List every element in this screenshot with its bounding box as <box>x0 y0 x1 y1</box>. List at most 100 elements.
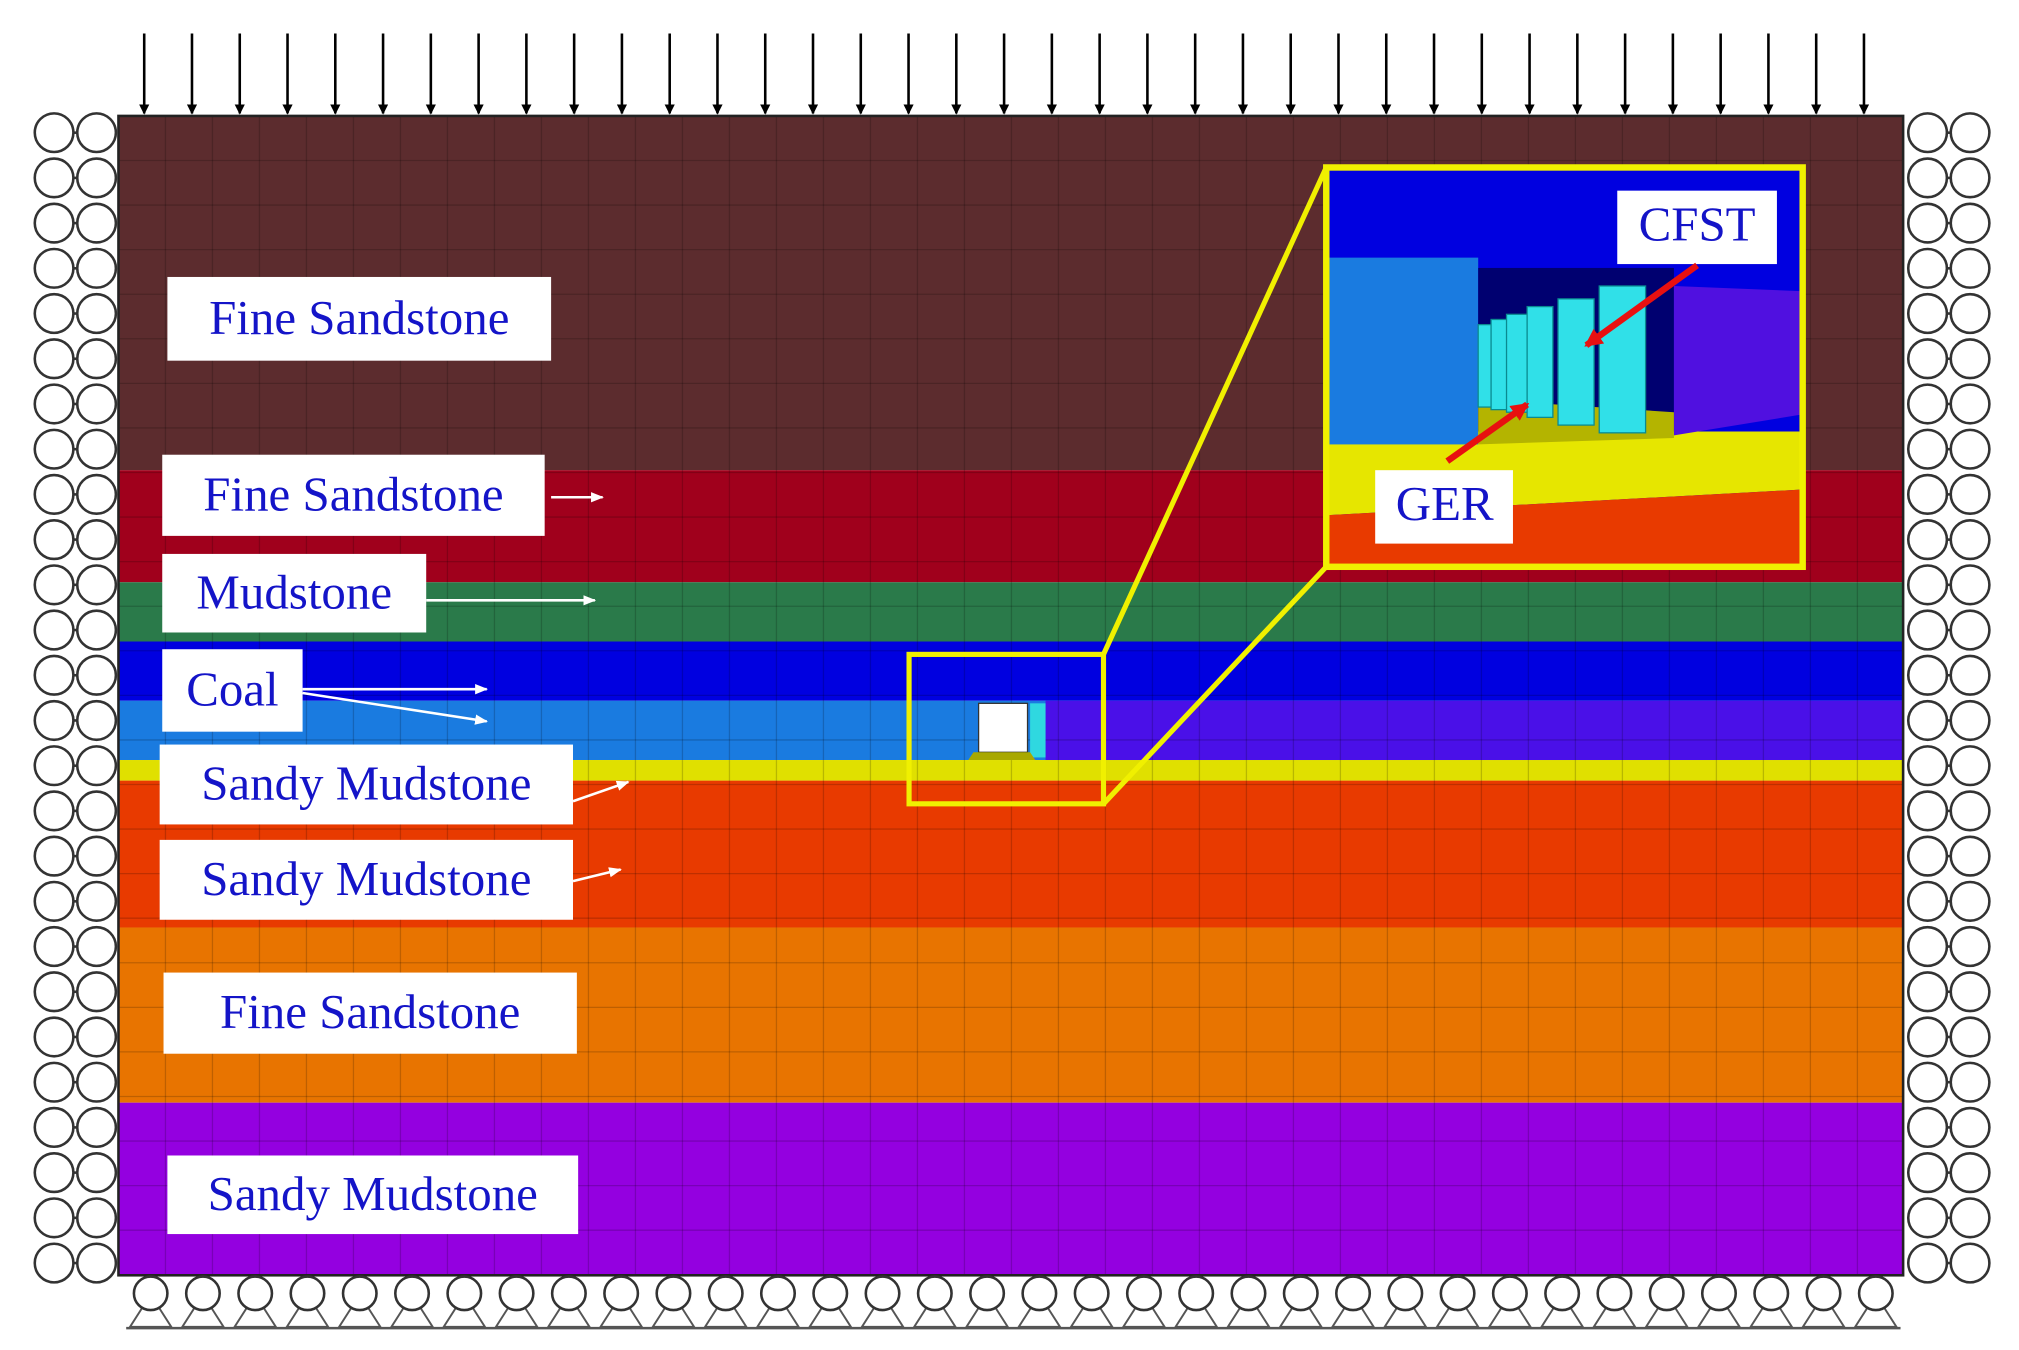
roller <box>75 790 118 832</box>
roller <box>33 383 75 425</box>
pointer-arrow <box>302 691 488 725</box>
roller <box>33 880 75 922</box>
roller <box>446 1275 483 1312</box>
roller <box>75 1152 118 1194</box>
layer-label: Sandy Mudstone <box>201 756 531 811</box>
roller <box>1906 202 1949 244</box>
roller <box>1021 1275 1058 1312</box>
roller <box>1949 654 1991 696</box>
cfst-label: CFST <box>1639 197 1756 252</box>
roller <box>498 1275 535 1312</box>
roller <box>1949 519 1991 561</box>
roller <box>33 428 75 470</box>
roller <box>33 745 75 787</box>
roller <box>550 1275 587 1312</box>
roller <box>1906 835 1949 877</box>
roller <box>75 292 118 335</box>
roller <box>1596 1275 1633 1312</box>
roller <box>1906 338 1949 380</box>
roller <box>75 835 118 877</box>
pointer-arrow <box>572 780 630 803</box>
roller <box>1906 157 1949 199</box>
layer-label: Fine Sandstone <box>203 466 503 521</box>
roller <box>33 519 75 561</box>
roller <box>1491 1275 1528 1312</box>
roller <box>75 157 118 199</box>
roller <box>1387 1275 1424 1312</box>
roller <box>1753 1275 1790 1312</box>
roller <box>1949 745 1991 787</box>
roller <box>1949 835 1991 877</box>
roller <box>707 1275 744 1312</box>
roller <box>1949 564 1991 606</box>
roller <box>33 699 75 742</box>
roller <box>812 1275 849 1312</box>
roller <box>1949 1197 1991 1239</box>
roller <box>1906 1106 1949 1149</box>
roller <box>1125 1275 1162 1312</box>
roller <box>33 835 75 877</box>
roller <box>1648 1275 1685 1312</box>
roller <box>1906 1016 1949 1058</box>
roller <box>1906 745 1949 787</box>
roller <box>289 1275 326 1312</box>
roller <box>1906 880 1949 922</box>
roller <box>1949 609 1991 651</box>
ger-label: GER <box>1396 476 1494 531</box>
roller <box>1906 383 1949 425</box>
zoom-indicator <box>906 166 1329 807</box>
roller <box>237 1275 274 1312</box>
label-box <box>162 553 427 633</box>
roller <box>1949 1061 1991 1103</box>
roller <box>75 1197 118 1239</box>
roller <box>1906 971 1949 1013</box>
roller <box>33 971 75 1013</box>
roller <box>33 1197 75 1239</box>
roller <box>33 609 75 651</box>
roller <box>1805 1275 1842 1312</box>
roller <box>969 1275 1006 1312</box>
roller <box>75 609 118 651</box>
pointer-arrow <box>572 867 622 883</box>
roller <box>75 338 118 380</box>
layer-label: Mudstone <box>196 564 392 619</box>
roller <box>33 202 75 244</box>
roller <box>1906 428 1949 470</box>
roller <box>33 654 75 696</box>
roller <box>1949 1152 1991 1194</box>
roller <box>1906 473 1949 516</box>
roller <box>759 1275 797 1312</box>
roller <box>1949 925 1991 968</box>
top-load <box>139 33 1870 115</box>
roller <box>1906 564 1949 606</box>
roller <box>1906 699 1949 742</box>
roller <box>1857 1275 1894 1312</box>
roller <box>1949 1242 1991 1284</box>
roller <box>603 1275 640 1312</box>
roller <box>132 1275 169 1312</box>
roller <box>394 1275 431 1312</box>
label-box <box>163 972 577 1054</box>
label-box <box>159 839 573 920</box>
roller <box>1949 247 1991 289</box>
roller <box>1949 790 1991 832</box>
roller <box>75 699 118 742</box>
roller <box>1949 428 1991 470</box>
label-box <box>159 744 573 825</box>
layer-label: Coal <box>186 662 278 717</box>
roller <box>75 1106 118 1149</box>
roller <box>75 1242 118 1284</box>
roller <box>1073 1275 1110 1312</box>
roller <box>33 1106 75 1149</box>
roadway <box>968 702 1046 761</box>
roller <box>1906 925 1949 968</box>
roller <box>75 428 118 470</box>
roller <box>33 1061 75 1103</box>
inset-border <box>1323 164 1806 571</box>
label-box <box>167 276 552 361</box>
label-box <box>162 454 545 536</box>
roller <box>75 564 118 606</box>
roller <box>1949 112 1991 154</box>
roller <box>75 1016 118 1058</box>
